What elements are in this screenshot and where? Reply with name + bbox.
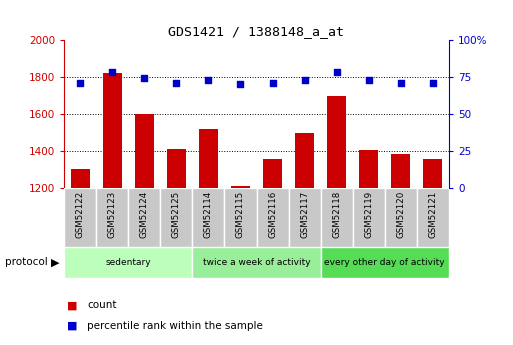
- Text: GSM52115: GSM52115: [236, 191, 245, 238]
- Bar: [295, 133, 314, 188]
- Text: GSM52119: GSM52119: [364, 191, 373, 238]
- Text: GSM52121: GSM52121: [428, 191, 438, 238]
- Text: twice a week of activity: twice a week of activity: [203, 258, 310, 267]
- Text: GSM52116: GSM52116: [268, 191, 277, 238]
- Point: [365, 77, 373, 82]
- Text: GSM52117: GSM52117: [300, 191, 309, 238]
- Point: [397, 80, 405, 86]
- Bar: [391, 154, 410, 188]
- Text: GSM52120: GSM52120: [396, 191, 405, 238]
- Point: [204, 77, 212, 82]
- Text: ▶: ▶: [51, 257, 60, 267]
- Point: [172, 80, 181, 86]
- Bar: [167, 149, 186, 188]
- Text: ■: ■: [67, 321, 77, 331]
- Bar: [225, 188, 256, 247]
- Bar: [288, 188, 321, 247]
- Text: protocol: protocol: [5, 257, 48, 267]
- Bar: [70, 169, 90, 188]
- Point: [301, 77, 309, 82]
- Bar: [353, 188, 385, 247]
- Bar: [385, 188, 417, 247]
- Point: [76, 80, 84, 86]
- Bar: [64, 247, 192, 278]
- Text: GSM52122: GSM52122: [75, 191, 85, 238]
- Bar: [199, 129, 218, 188]
- Text: every other day of activity: every other day of activity: [324, 258, 445, 267]
- Text: GSM52118: GSM52118: [332, 191, 341, 238]
- Text: GSM52124: GSM52124: [140, 191, 149, 238]
- Text: GSM52125: GSM52125: [172, 191, 181, 238]
- Text: percentile rank within the sample: percentile rank within the sample: [87, 321, 263, 331]
- Bar: [134, 114, 154, 188]
- Point: [108, 70, 116, 75]
- Text: GSM52123: GSM52123: [108, 191, 117, 238]
- Point: [140, 76, 148, 81]
- Bar: [321, 188, 353, 247]
- Point: [429, 80, 437, 86]
- Bar: [417, 188, 449, 247]
- Bar: [128, 188, 160, 247]
- Text: sedentary: sedentary: [106, 258, 151, 267]
- Point: [332, 70, 341, 75]
- Bar: [192, 188, 225, 247]
- Bar: [327, 96, 346, 188]
- Bar: [321, 247, 449, 278]
- Bar: [192, 247, 321, 278]
- Point: [236, 81, 245, 87]
- Bar: [96, 188, 128, 247]
- Bar: [103, 73, 122, 188]
- Bar: [64, 188, 96, 247]
- Bar: [423, 159, 442, 188]
- Bar: [263, 159, 282, 188]
- Bar: [256, 188, 288, 247]
- Bar: [231, 186, 250, 188]
- Text: ■: ■: [67, 300, 77, 310]
- Bar: [359, 150, 378, 188]
- Title: GDS1421 / 1388148_a_at: GDS1421 / 1388148_a_at: [168, 26, 345, 39]
- Point: [268, 80, 277, 86]
- Text: count: count: [87, 300, 117, 310]
- Bar: [160, 188, 192, 247]
- Text: GSM52114: GSM52114: [204, 191, 213, 238]
